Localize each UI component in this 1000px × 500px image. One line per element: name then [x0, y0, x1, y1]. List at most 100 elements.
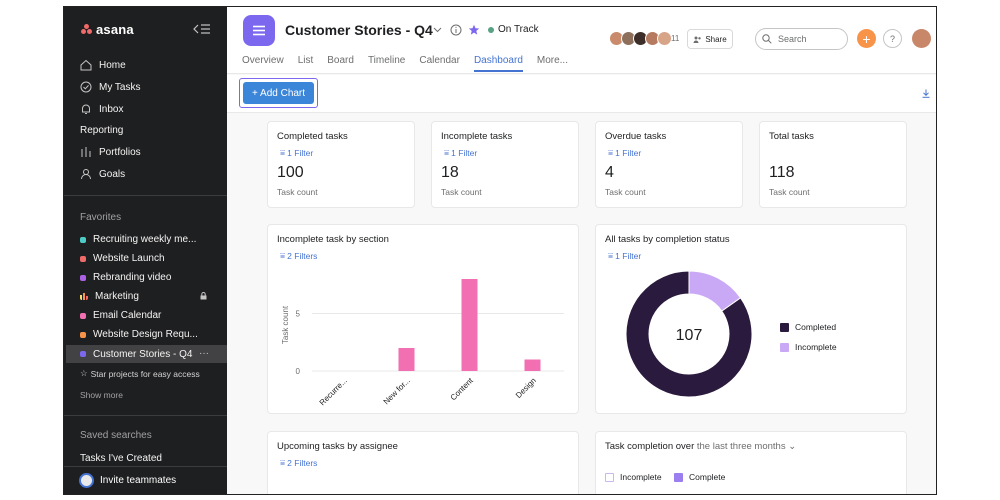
- bar[interactable]: [524, 359, 541, 372]
- favorite-label: Rebranding video: [93, 272, 172, 283]
- more-options-icon[interactable]: ···: [199, 348, 209, 359]
- sidebar-item-inbox[interactable]: Inbox: [80, 103, 123, 115]
- sidebar-item-goals[interactable]: Goals: [80, 168, 125, 180]
- favorite-marketing[interactable]: Marketing: [80, 291, 220, 302]
- favorite-email-calendar[interactable]: Email Calendar: [80, 310, 220, 321]
- stat-card-completed[interactable]: Completed tasks ⩸ 1 Filter 100 Task count: [267, 121, 415, 208]
- app-name: asana: [96, 22, 134, 37]
- member-count[interactable]: 11: [671, 34, 680, 43]
- project-tabs: Overview List Board Timeline Calendar Da…: [242, 55, 582, 72]
- filter-label: 1 Filter: [615, 147, 642, 158]
- show-more-link[interactable]: Show more: [80, 390, 123, 400]
- status-dot: [488, 26, 494, 33]
- sidebar-item-my-tasks[interactable]: My Tasks: [80, 81, 141, 93]
- legend-label: Complete: [689, 472, 726, 482]
- invite-teammates-button[interactable]: Invite teammates: [79, 473, 176, 488]
- favorite-rebranding[interactable]: Rebranding video: [80, 272, 220, 283]
- x-tick-label: New for...: [382, 376, 412, 406]
- y-axis-label: Task count: [281, 305, 290, 344]
- favorite-label: Recruiting weekly me...: [93, 234, 197, 245]
- chart-card-upcoming-by-assignee[interactable]: Upcoming tasks by assignee ⩸ 2 Filters: [267, 431, 579, 494]
- project-title[interactable]: Customer Stories - Q4: [285, 22, 433, 38]
- legend-label: Completed: [795, 322, 837, 332]
- legend-item-completed: Completed: [780, 322, 836, 332]
- filter-label: 2 Filters: [287, 250, 318, 261]
- tab-calendar[interactable]: Calendar: [419, 55, 460, 66]
- tab-list[interactable]: List: [297, 55, 314, 66]
- tab-board[interactable]: Board: [327, 55, 354, 66]
- filter-link[interactable]: ⩸ 1 Filter: [608, 147, 641, 158]
- card-title: All tasks by completion status: [605, 234, 730, 245]
- card-title-text: Task completion over: [605, 441, 695, 452]
- favorite-website-launch[interactable]: Website Launch: [80, 253, 220, 264]
- favorite-website-design[interactable]: Website Design Requ...: [80, 329, 220, 340]
- legend-swatch: [674, 472, 683, 482]
- x-tick-label: Design: [514, 376, 538, 400]
- tab-more[interactable]: More...: [536, 55, 568, 66]
- pie-slice-incomplete[interactable]: [688, 270, 742, 312]
- y-tick-label: 0: [296, 367, 301, 376]
- bar[interactable]: [461, 279, 478, 371]
- invite-label: Invite teammates: [100, 475, 177, 486]
- info-icon[interactable]: [450, 24, 462, 36]
- sidebar-item-label: Goals: [99, 168, 126, 180]
- add-chart-button[interactable]: + Add Chart: [243, 82, 314, 104]
- search-input[interactable]: Search: [755, 28, 848, 50]
- favorite-recruiting[interactable]: Recruiting weekly me...: [80, 234, 220, 245]
- sidebar-item-portfolios[interactable]: Portfolios: [80, 146, 141, 158]
- tab-timeline[interactable]: Timeline: [367, 55, 406, 66]
- filter-link[interactable]: ⩸ 1 Filter: [444, 147, 477, 158]
- chart-card-incomplete-by-section[interactable]: Incomplete task by section ⩸ 2 Filters 0 5…: [267, 224, 579, 414]
- sidebar-item-label: Home: [99, 59, 126, 71]
- project-color-swatch: [80, 236, 86, 243]
- filter-icon: ⩸: [444, 147, 450, 157]
- user-avatar[interactable]: [912, 29, 931, 48]
- chart-card-completion-status[interactable]: All tasks by completion status ⩸ 1 Filter…: [595, 224, 907, 414]
- filter-icon: ⩸: [608, 147, 614, 157]
- project-status[interactable]: On Track: [488, 24, 539, 35]
- avatar: [657, 31, 672, 46]
- saved-search-tasks-created[interactable]: Tasks I've Created: [80, 453, 162, 464]
- bar[interactable]: [398, 348, 415, 371]
- reporting-heading[interactable]: Reporting: [80, 125, 124, 136]
- sidebar: asana Home My Tasks Inbox Reporting Port…: [64, 7, 227, 494]
- tab-dashboard[interactable]: Dashboard: [473, 55, 523, 72]
- hint-text: Star projects for easy access: [90, 368, 200, 379]
- favorite-customer-stories[interactable]: Customer Stories - Q4 ···: [66, 345, 227, 363]
- star-icon[interactable]: [468, 24, 480, 36]
- app-window: asana Home My Tasks Inbox Reporting Port…: [63, 6, 937, 495]
- filter-link[interactable]: ⩸ 2 Filters: [280, 250, 317, 261]
- member-avatars[interactable]: [609, 31, 672, 46]
- download-icon[interactable]: [922, 89, 930, 98]
- chart-card-task-completion[interactable]: Task completion over the last three mont…: [595, 431, 907, 494]
- range-dropdown[interactable]: the last three months ⌄: [696, 441, 797, 452]
- project-list-icon[interactable]: [243, 15, 275, 46]
- legend-swatch: [780, 342, 789, 352]
- legend-item-incomplete: Incomplete: [605, 472, 662, 482]
- bar-chart-icon: [80, 293, 88, 300]
- share-button[interactable]: Share: [687, 29, 733, 49]
- range-label: the last three months: [696, 441, 786, 452]
- stat-card-overdue[interactable]: Overdue tasks ⩸ 1 Filter 4 Task count: [595, 121, 743, 208]
- stat-card-total[interactable]: Total tasks 118 Task count: [759, 121, 907, 208]
- asana-logo[interactable]: asana: [81, 22, 134, 37]
- filter-link[interactable]: ⩸ 1 Filter: [280, 147, 313, 158]
- collapse-sidebar-icon[interactable]: [193, 23, 211, 35]
- filter-link[interactable]: ⩸ 1 Filter: [608, 250, 641, 261]
- tab-overview[interactable]: Overview: [242, 55, 284, 66]
- asana-dots-icon: [81, 24, 93, 35]
- pie-slice-completed[interactable]: [625, 270, 753, 398]
- chevron-down-icon[interactable]: [433, 27, 442, 33]
- filter-icon: ⩸: [280, 457, 286, 467]
- stat-card-incomplete[interactable]: Incomplete tasks ⩸ 1 Filter 18 Task count: [431, 121, 579, 208]
- filter-icon: ⩸: [608, 250, 614, 260]
- quick-add-button[interactable]: +: [857, 29, 876, 48]
- help-button[interactable]: ?: [883, 29, 902, 48]
- sidebar-item-home[interactable]: Home: [80, 59, 126, 71]
- stat-caption: Task count: [441, 187, 482, 197]
- legend-swatch: [605, 472, 614, 482]
- sidebar-item-label: My Tasks: [99, 81, 141, 93]
- person-icon: [81, 169, 91, 180]
- filter-label: 1 Filter: [451, 147, 478, 158]
- filter-link[interactable]: ⩸ 2 Filters: [280, 457, 317, 468]
